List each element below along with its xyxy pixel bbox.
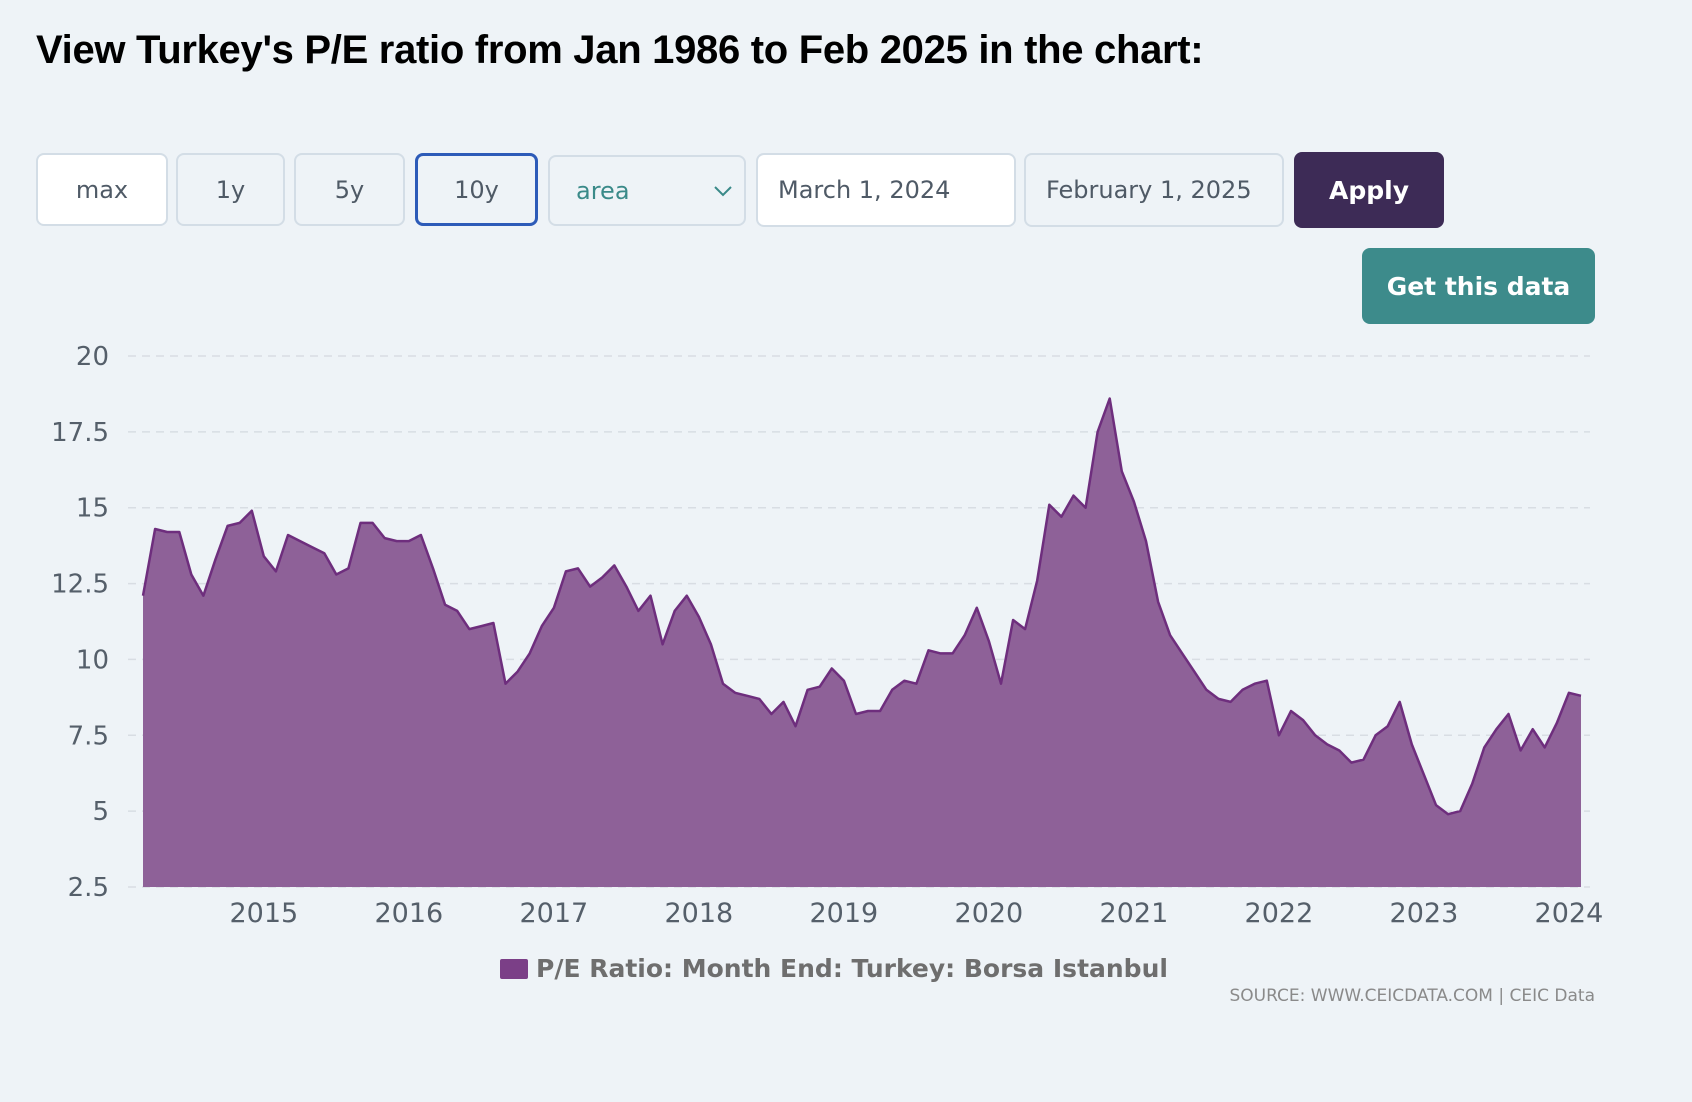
legend-label: P/E Ratio: Month End: Turkey: Borsa Ista… [536, 954, 1168, 983]
x-tick-label: 2015 [229, 898, 298, 929]
range-max-button[interactable]: max [36, 153, 168, 226]
y-tick-label: 12.5 [51, 570, 109, 600]
chart-type-select[interactable]: area [548, 155, 746, 226]
x-axis-labels: 2015 2016 2017 2018 2019 2020 2021 2022 2023 2024 [229, 898, 1603, 929]
x-tick-label: 2019 [810, 898, 879, 929]
x-tick-label: 2023 [1390, 898, 1459, 929]
x-tick-label: 2018 [665, 898, 734, 929]
apply-button[interactable]: Apply [1294, 152, 1444, 228]
range-10y-button[interactable]: 10y [415, 153, 538, 226]
get-this-data-button[interactable]: Get this data [1362, 248, 1595, 324]
series-line [141, 397, 1582, 816]
page-title: View Turkey's P/E ratio from Jan 1986 to… [36, 28, 1204, 72]
start-date-input[interactable] [756, 153, 1016, 227]
end-date-input[interactable] [1024, 153, 1284, 227]
chart-legend[interactable]: P/E Ratio: Month End: Turkey: Borsa Ista… [500, 954, 1168, 983]
x-tick-label: 2017 [519, 898, 588, 929]
y-tick-label: 20 [76, 342, 109, 372]
x-tick-label: 2016 [374, 898, 443, 929]
x-tick-label: 2022 [1245, 898, 1314, 929]
y-axis-labels: 20 17.5 15 12.5 10 7.5 5 2.5 [51, 342, 109, 903]
x-tick-label: 2021 [1100, 898, 1169, 929]
x-tick-label: 2024 [1535, 898, 1604, 929]
source-note: SOURCE: WWW.CEICDATA.COM | CEIC Data [1229, 986, 1595, 1006]
range-1y-button[interactable]: 1y [176, 153, 285, 226]
chart-type-value: area [576, 176, 630, 205]
y-tick-label: 7.5 [68, 721, 109, 751]
legend-swatch [500, 958, 528, 979]
y-tick-label: 5 [92, 797, 109, 827]
x-tick-label: 2020 [955, 898, 1024, 929]
y-tick-label: 10 [76, 645, 109, 675]
y-tick-label: 17.5 [51, 418, 109, 448]
range-5y-button[interactable]: 5y [294, 153, 405, 226]
y-tick-label: 2.5 [68, 873, 109, 903]
series-area [141, 397, 1582, 887]
y-tick-label: 15 [76, 494, 109, 524]
chevron-down-icon [714, 186, 732, 197]
series-area-fill [143, 398, 1581, 887]
